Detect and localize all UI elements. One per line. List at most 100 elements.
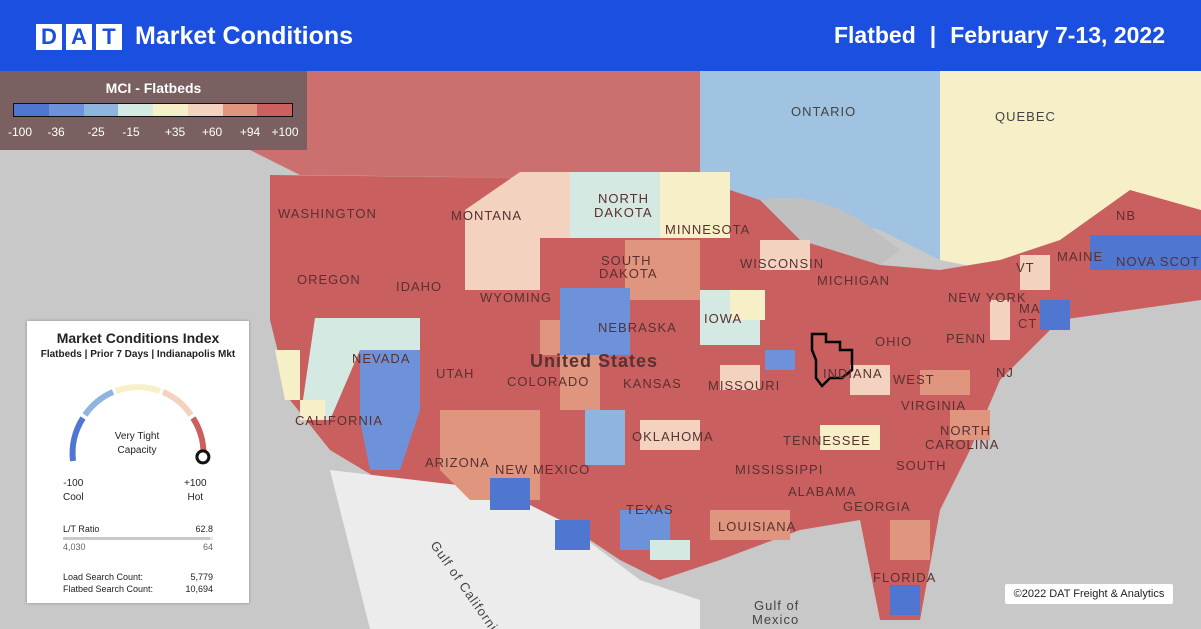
legend-swatch bbox=[222, 104, 258, 116]
svg-text:NEVADA: NEVADA bbox=[352, 351, 411, 366]
app-title: Market Conditions bbox=[135, 22, 354, 50]
svg-text:OKLAHOMA: OKLAHOMA bbox=[632, 429, 714, 444]
svg-text:FLORIDA: FLORIDA bbox=[873, 570, 936, 585]
svg-text:ALABAMA: ALABAMA bbox=[788, 484, 856, 499]
legend-tick: -100 bbox=[7, 125, 33, 139]
gauge-status: Very Tight Capacity bbox=[97, 430, 177, 458]
legend-swatch bbox=[153, 104, 188, 116]
svg-text:QUEBEC: QUEBEC bbox=[995, 109, 1056, 124]
gauge-min: -100 Cool bbox=[63, 477, 84, 505]
svg-text:IOWA: IOWA bbox=[704, 311, 742, 326]
svg-text:ONTARIO: ONTARIO bbox=[791, 104, 856, 119]
svg-text:SOUTH: SOUTH bbox=[896, 458, 947, 473]
svg-text:OHIO: OHIO bbox=[875, 334, 912, 349]
logo-letter: A bbox=[66, 24, 92, 50]
svg-text:ARIZONA: ARIZONA bbox=[425, 455, 490, 470]
gauge-max: +100 Hot bbox=[184, 477, 207, 505]
date-range: February 7-13, 2022 bbox=[950, 22, 1165, 48]
svg-text:IDAHO: IDAHO bbox=[396, 279, 442, 294]
svg-text:SOUTH: SOUTH bbox=[601, 253, 652, 268]
svg-text:WYOMING: WYOMING bbox=[480, 290, 552, 305]
svg-text:TEXAS: TEXAS bbox=[626, 502, 674, 517]
loads-value: 4,030 bbox=[63, 542, 86, 552]
svg-text:WISCONSIN: WISCONSIN bbox=[740, 256, 824, 271]
svg-text:KANSAS: KANSAS bbox=[623, 376, 682, 391]
mci-gauge bbox=[69, 384, 211, 465]
svg-text:MICHIGAN: MICHIGAN bbox=[817, 273, 890, 288]
legend-swatch bbox=[83, 104, 119, 116]
svg-text:MISSOURI: MISSOURI bbox=[708, 378, 780, 393]
lt-ratio-bar bbox=[63, 537, 213, 540]
svg-text:Gulf of: Gulf of bbox=[754, 598, 799, 613]
legend-swatch bbox=[187, 104, 223, 116]
flatbed-search-value: 10,694 bbox=[185, 584, 213, 594]
gauge-indicator bbox=[195, 449, 211, 465]
load-search-value: 5,779 bbox=[190, 572, 213, 582]
svg-text:NB: NB bbox=[1116, 208, 1136, 223]
svg-text:NEBRASKA: NEBRASKA bbox=[598, 320, 677, 335]
svg-text:TENNESSEE: TENNESSEE bbox=[783, 433, 871, 448]
legend-swatch bbox=[257, 104, 292, 116]
map-legend: MCI - Flatbeds -100 -36 -25 -15 +35 +60 +94 +10… bbox=[0, 71, 307, 150]
svg-text:CAROLINA: CAROLINA bbox=[925, 437, 999, 452]
copyright-notice: ©2022 DAT Freight & Analytics bbox=[1005, 584, 1173, 604]
svg-text:NJ: NJ bbox=[996, 365, 1014, 380]
legend-color-bar bbox=[13, 103, 293, 117]
svg-text:NOVA SCOTIA: NOVA SCOTIA bbox=[1116, 254, 1201, 269]
equipment-type: Flatbed bbox=[833, 22, 916, 48]
svg-text:MONTANA: MONTANA bbox=[451, 208, 522, 223]
dat-logo: D A T bbox=[36, 24, 122, 50]
svg-text:MISSISSIPPI: MISSISSIPPI bbox=[735, 462, 823, 477]
legend-tick: -25 bbox=[87, 125, 105, 139]
svg-text:NEW MEXICO: NEW MEXICO bbox=[495, 462, 590, 477]
svg-text:Mexico: Mexico bbox=[752, 612, 799, 627]
flatbed-search-label: Flatbed Search Count: bbox=[63, 584, 154, 594]
svg-text:NORTH: NORTH bbox=[940, 423, 991, 438]
flatbed-search-row: Flatbed Search Count: 10,694 bbox=[63, 584, 213, 594]
svg-text:NEW YORK: NEW YORK bbox=[948, 290, 1027, 305]
market-conditions-map[interactable]: ONTARIO QUEBEC WASHINGTON MONTANA NORTH … bbox=[0, 71, 1201, 629]
card-subtitle: Flatbeds | Prior 7 Days | Indianapolis M… bbox=[40, 349, 236, 360]
mexico-region bbox=[330, 470, 700, 629]
card-title: Market Conditions Index bbox=[56, 330, 220, 346]
min-label: Cool bbox=[63, 492, 84, 503]
svg-text:MAINE: MAINE bbox=[1057, 249, 1103, 264]
indianapolis-market-outline[interactable] bbox=[810, 332, 854, 388]
svg-text:NORTH: NORTH bbox=[598, 191, 649, 206]
svg-text:PENN: PENN bbox=[946, 331, 986, 346]
ontario-region bbox=[700, 71, 940, 260]
legend-tick: +60 bbox=[201, 125, 223, 139]
min-value: -100 bbox=[63, 478, 84, 489]
lt-ratio-row: L/T Ratio 62.8 bbox=[63, 524, 213, 534]
legend-title: MCI - Flatbeds bbox=[105, 80, 202, 96]
svg-text:VIRGINIA: VIRGINIA bbox=[901, 398, 966, 413]
legend-tick: +94 bbox=[239, 125, 261, 139]
svg-text:LOUISIANA: LOUISIANA bbox=[718, 519, 796, 534]
svg-text:MA: MA bbox=[1019, 301, 1041, 316]
svg-text:INDIANA: INDIANA bbox=[823, 366, 883, 381]
trucks-value: 64 bbox=[202, 542, 213, 552]
svg-text:DAKOTA: DAKOTA bbox=[594, 205, 653, 220]
header-right: Flatbed | February 7-13, 2022 bbox=[834, 22, 1165, 49]
loads-trucks-row: 4,030 64 bbox=[63, 542, 213, 552]
legend-tick: +35 bbox=[164, 125, 186, 139]
separator: | bbox=[929, 22, 937, 48]
legend-swatch bbox=[48, 104, 84, 116]
legend-swatch bbox=[14, 104, 49, 116]
status-line-2: Capacity bbox=[117, 445, 157, 456]
svg-text:CALIFORNIA: CALIFORNIA bbox=[295, 413, 383, 428]
svg-text:COLORADO: COLORADO bbox=[507, 374, 589, 389]
max-value: +100 bbox=[184, 478, 207, 489]
legend-tick: +100 bbox=[271, 125, 299, 139]
svg-text:WEST: WEST bbox=[893, 372, 935, 387]
svg-text:OREGON: OREGON bbox=[297, 272, 361, 287]
lt-ratio-value: 62.8 bbox=[195, 524, 213, 534]
svg-text:MINNESOTA: MINNESOTA bbox=[665, 222, 750, 237]
svg-text:DAKOTA: DAKOTA bbox=[599, 266, 658, 281]
max-label: Hot bbox=[187, 492, 204, 503]
svg-text:UTAH: UTAH bbox=[436, 366, 474, 381]
svg-text:VT: VT bbox=[1016, 260, 1035, 275]
mci-card: Market Conditions Index Flatbeds | Prior… bbox=[27, 321, 249, 603]
svg-text:WASHINGTON: WASHINGTON bbox=[278, 206, 377, 221]
logo-letter: D bbox=[36, 24, 62, 50]
